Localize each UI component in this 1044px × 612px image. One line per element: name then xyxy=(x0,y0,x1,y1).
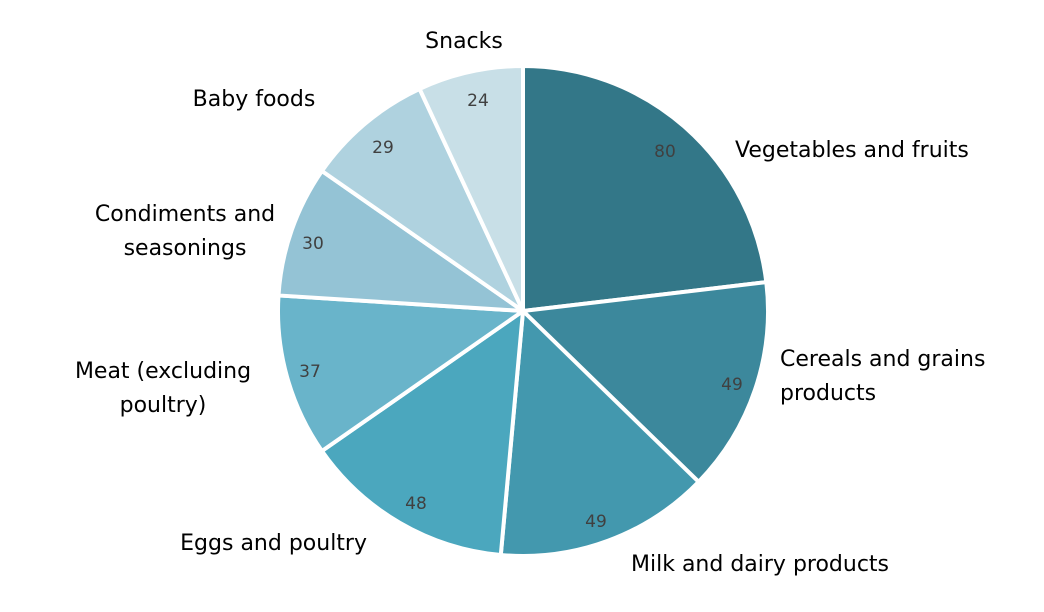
slice-value-label: 49 xyxy=(585,512,607,532)
slice-category-label: Meat (excluding poultry) xyxy=(75,359,251,418)
pie-slice xyxy=(319,86,525,313)
category-label-line: Baby foods xyxy=(193,87,316,112)
slice-value-label: 37 xyxy=(299,362,321,382)
category-labels: Vegetables and fruits Cereals and grains p… xyxy=(75,29,986,577)
category-label-line: Condiments and xyxy=(95,202,275,227)
pie-slice xyxy=(521,280,770,484)
category-label-line: Milk and dairy products xyxy=(631,552,889,577)
category-label-line: Snacks xyxy=(425,29,503,54)
slice-category-label: Milk and dairy products xyxy=(631,552,889,577)
slice-category-label: Vegetables and fruits xyxy=(735,138,969,163)
slice-category-label: Snacks xyxy=(425,29,503,54)
category-label-line: Eggs and poultry xyxy=(180,531,367,556)
slice-value-label: 48 xyxy=(405,494,427,514)
slice-category-label: Cereals and grains products xyxy=(780,347,985,406)
category-label-line: Vegetables and fruits xyxy=(735,138,969,163)
pie-slice xyxy=(417,64,525,313)
slice-value-label: 80 xyxy=(654,142,676,162)
slice-value-label: 24 xyxy=(467,91,489,111)
slice-category-label: Condiments and seasonings xyxy=(95,202,275,261)
category-label-line: Meat (excluding xyxy=(75,359,251,384)
pie-slice xyxy=(319,309,525,557)
pie-slices xyxy=(276,64,770,558)
pie-slice xyxy=(521,64,769,313)
pie-slice xyxy=(276,168,525,313)
pie-slice xyxy=(276,293,525,454)
category-label-line: seasonings xyxy=(124,236,247,261)
slice-value-label: 30 xyxy=(302,234,324,254)
slice-value-label: 29 xyxy=(372,138,394,158)
pie-slice xyxy=(498,309,701,558)
slice-value-label: 49 xyxy=(721,375,743,395)
category-label-line: products xyxy=(780,381,876,406)
category-label-line: poultry) xyxy=(120,393,207,418)
slice-category-label: Baby foods xyxy=(193,87,316,112)
category-label-line: Cereals and grains xyxy=(780,347,985,372)
slice-category-label: Eggs and poultry xyxy=(180,531,367,556)
value-labels: 80 49 49 48 37 30 29 24 xyxy=(299,91,743,532)
